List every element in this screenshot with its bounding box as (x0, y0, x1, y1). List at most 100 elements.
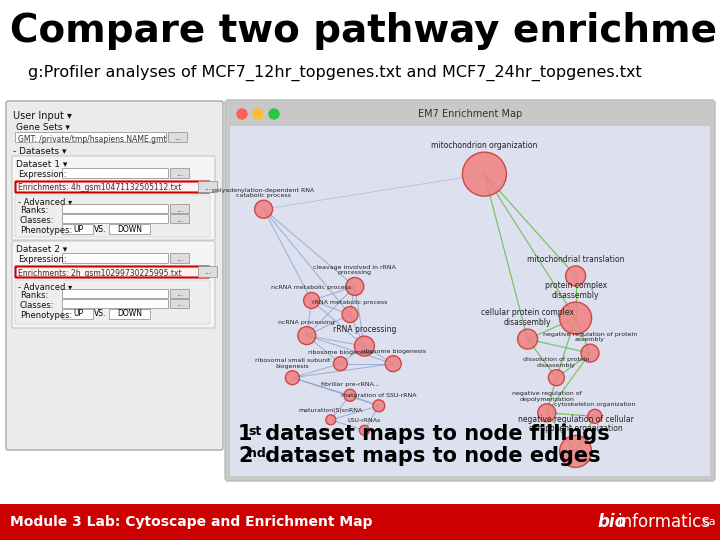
Text: mitochondrial translation: mitochondrial translation (527, 255, 624, 264)
Circle shape (588, 409, 602, 423)
Text: Compare two pathway enrichment analyses: Compare two pathway enrichment analyses (10, 12, 720, 50)
Text: Enrichments: 4h_gsm10471132505112.txt: Enrichments: 4h_gsm10471132505112.txt (18, 184, 181, 192)
Text: GMT: /private/tmp/hsapiens.NAME.gmt: GMT: /private/tmp/hsapiens.NAME.gmt (18, 134, 166, 144)
Circle shape (359, 426, 369, 435)
Text: Phenotypes:: Phenotypes: (20, 311, 72, 320)
FancyBboxPatch shape (171, 289, 189, 299)
Text: mitochondrion organization: mitochondrion organization (431, 141, 538, 150)
Text: ...: ... (176, 214, 184, 224)
Circle shape (518, 329, 538, 349)
Text: negative regulation of protein
assembly: negative regulation of protein assembly (543, 332, 637, 342)
FancyBboxPatch shape (63, 168, 168, 179)
Text: .ca: .ca (700, 517, 716, 527)
Text: dataset maps to node edges: dataset maps to node edges (258, 446, 600, 466)
FancyBboxPatch shape (12, 241, 215, 328)
Text: ...: ... (204, 183, 212, 192)
FancyBboxPatch shape (63, 309, 94, 320)
Text: ...: ... (176, 289, 184, 299)
Text: ribosome biogenesis: ribosome biogenesis (361, 349, 426, 354)
Text: polyadenylation-dependent RNA
catabolic process: polyadenylation-dependent RNA catabolic … (212, 188, 315, 198)
FancyBboxPatch shape (171, 253, 189, 264)
Circle shape (333, 357, 348, 370)
Circle shape (462, 152, 506, 196)
Text: UP: UP (73, 225, 83, 233)
Text: Phenotypes:: Phenotypes: (20, 226, 72, 235)
Text: fibrillar pre-rRNA...: fibrillar pre-rRNA... (320, 382, 379, 387)
Circle shape (549, 370, 564, 386)
Text: Ranks:: Ranks: (20, 291, 48, 300)
Text: Dataset 1 ▾: Dataset 1 ▾ (16, 160, 68, 169)
Text: st: st (248, 425, 261, 438)
Text: ...: ... (176, 300, 184, 308)
Text: Classes:: Classes: (20, 216, 55, 225)
Text: EM7 Enrichment Map: EM7 Enrichment Map (418, 109, 522, 119)
Text: maturation of SSU-rRNA: maturation of SSU-rRNA (341, 393, 417, 398)
FancyBboxPatch shape (16, 267, 210, 278)
Text: Enrichments: 2h_gsm10299730225995.txt: Enrichments: 2h_gsm10299730225995.txt (18, 268, 181, 278)
Circle shape (373, 400, 384, 412)
Circle shape (285, 371, 300, 384)
Text: Ranks:: Ranks: (20, 206, 48, 215)
Text: cytoskeleton organization: cytoskeleton organization (554, 402, 636, 407)
FancyBboxPatch shape (199, 181, 217, 192)
FancyBboxPatch shape (16, 132, 166, 143)
FancyBboxPatch shape (12, 156, 215, 240)
Text: - Advanced ▾: - Advanced ▾ (18, 198, 72, 207)
Text: 1: 1 (238, 424, 253, 444)
FancyBboxPatch shape (63, 205, 168, 213)
Text: Module 3 Lab: Cytoscape and Enrichment Map: Module 3 Lab: Cytoscape and Enrichment M… (10, 515, 372, 529)
FancyBboxPatch shape (230, 125, 710, 476)
Text: 2: 2 (238, 446, 253, 466)
Text: rRNA processing: rRNA processing (333, 325, 396, 334)
Text: LSU-rRNAs: LSU-rRNAs (348, 418, 381, 423)
Text: Gene Sets ▾: Gene Sets ▾ (16, 123, 70, 132)
Text: ribosomal small subunit
biogenesis: ribosomal small subunit biogenesis (255, 359, 330, 369)
FancyBboxPatch shape (109, 309, 150, 320)
Circle shape (237, 109, 247, 119)
FancyBboxPatch shape (16, 181, 210, 192)
Text: rRNA metabolic process: rRNA metabolic process (312, 300, 387, 305)
FancyBboxPatch shape (199, 267, 217, 278)
FancyBboxPatch shape (15, 280, 210, 324)
Circle shape (304, 293, 320, 308)
Text: nd: nd (248, 447, 266, 460)
Circle shape (538, 404, 556, 422)
Text: ...: ... (176, 254, 184, 263)
Circle shape (346, 278, 364, 295)
Text: DOWN: DOWN (117, 225, 143, 233)
Text: ncRNA processing: ncRNA processing (279, 320, 336, 325)
FancyBboxPatch shape (63, 253, 168, 264)
Circle shape (298, 327, 316, 345)
Text: g:Profiler analyses of MCF7_12hr_topgenes.txt and MCF7_24hr_topgenes.txt: g:Profiler analyses of MCF7_12hr_topgene… (28, 65, 642, 81)
Text: informatics: informatics (617, 513, 710, 531)
Text: protein complex
disassembly: protein complex disassembly (544, 281, 607, 300)
Circle shape (559, 435, 592, 468)
FancyBboxPatch shape (171, 205, 189, 213)
Circle shape (385, 356, 401, 372)
FancyBboxPatch shape (168, 132, 187, 143)
Text: ribosome biogenesis: ribosome biogenesis (308, 350, 373, 355)
Text: bio: bio (597, 513, 626, 531)
Text: Dataset 2 ▾: Dataset 2 ▾ (16, 245, 67, 254)
Circle shape (566, 266, 585, 286)
FancyBboxPatch shape (63, 225, 94, 234)
Text: - Datasets ▾: - Datasets ▾ (13, 147, 66, 156)
Text: UP: UP (73, 309, 83, 319)
FancyBboxPatch shape (0, 504, 720, 540)
Text: negative regulation of
depolymerization: negative regulation of depolymerization (512, 392, 582, 402)
Text: Expression:: Expression: (18, 170, 67, 179)
Text: negative regulation of cellular
component organization: negative regulation of cellular componen… (518, 415, 634, 434)
Text: VS.: VS. (94, 309, 106, 319)
FancyBboxPatch shape (63, 214, 168, 224)
Circle shape (559, 302, 592, 334)
Circle shape (344, 389, 356, 401)
FancyBboxPatch shape (171, 300, 189, 308)
FancyBboxPatch shape (63, 289, 168, 299)
Circle shape (253, 109, 263, 119)
FancyBboxPatch shape (6, 101, 223, 450)
Text: ...: ... (176, 205, 184, 213)
Text: maturation(S)snRNA: maturation(S)snRNA (299, 408, 363, 413)
Text: dataset maps to node fillings: dataset maps to node fillings (258, 424, 610, 444)
Text: ncRNA metabolic process: ncRNA metabolic process (271, 286, 352, 291)
Circle shape (255, 200, 273, 218)
